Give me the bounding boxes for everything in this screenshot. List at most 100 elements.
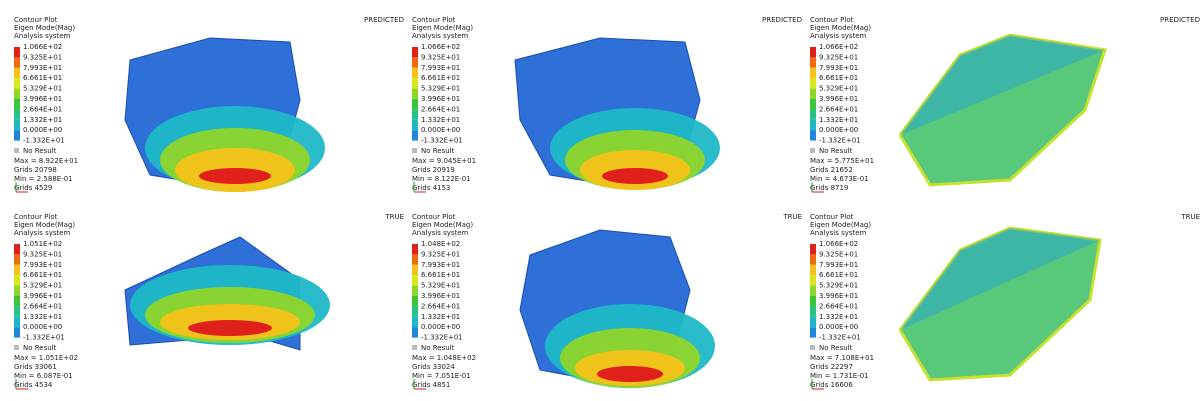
header-text: Analysis system [810, 229, 867, 237]
legend-label: 1.332E+01 [23, 313, 62, 321]
stat-text: Grids 8719 [810, 184, 848, 192]
legend-label: 2.664E+01 [23, 105, 62, 113]
header-text: Contour Plot [412, 16, 456, 24]
legend-swatch [412, 306, 418, 317]
legend-label: 1.332E+01 [23, 116, 62, 124]
legend-swatch [14, 109, 20, 120]
legend-swatch [14, 67, 20, 79]
legend-label: 1.332E+01 [819, 313, 858, 321]
stat-text: Grids 22297 [810, 363, 853, 371]
legend-swatch [810, 275, 816, 286]
view-tag: TRUE [782, 213, 802, 221]
legend-label: 6.661E+01 [421, 271, 460, 279]
legend-label: 9.325E+01 [819, 250, 858, 258]
view-tag: PREDICTED [364, 16, 404, 24]
view-tag: TRUE [1180, 213, 1200, 221]
legend-label: -1.332E+01 [819, 137, 861, 145]
stat-text: Max = 1.048E+02 [412, 354, 476, 362]
legend-label: 9.325E+01 [421, 250, 460, 258]
legend-swatch [14, 244, 20, 255]
legend-label: 2.664E+01 [819, 105, 858, 113]
stat-text: Grids 4534 [14, 381, 53, 389]
legend-swatch [14, 78, 20, 89]
legend-swatch [412, 148, 417, 153]
legend-swatch [810, 264, 816, 276]
header-text: Contour Plot [412, 213, 456, 221]
legend-swatch [412, 99, 418, 110]
legend-label: No Result [23, 344, 57, 352]
header-text: Contour Plot [810, 213, 854, 221]
legend-label: -1.332E+01 [23, 334, 65, 342]
contour-peak [199, 168, 271, 184]
stat-text: Grids 20919 [412, 166, 455, 174]
model-face [900, 35, 1105, 135]
legend-swatch [14, 148, 19, 153]
legend-label: -1.332E+01 [421, 137, 463, 145]
legend-swatch [412, 345, 417, 350]
legend-label: No Result [819, 147, 853, 155]
legend-label: 5.329E+01 [421, 85, 460, 93]
legend-swatch [412, 316, 418, 328]
stat-text: Min = 6.087E-01 [14, 372, 73, 380]
legend-swatch [412, 327, 418, 338]
legend-swatch [810, 57, 816, 68]
stat-text: Min = 4.673E-01 [810, 175, 869, 183]
legend-swatch [14, 88, 20, 99]
stat-text: Min = 8.122E-01 [412, 175, 471, 183]
legend-label: 0.000E+00 [819, 323, 858, 331]
legend-swatch [810, 47, 816, 58]
legend-swatch [810, 285, 816, 296]
legend-label: 7.993E+01 [819, 64, 858, 72]
legend-swatch [412, 254, 418, 265]
stat-text: Grids 33061 [14, 363, 57, 371]
legend-label: No Result [23, 147, 57, 155]
header-text: Analysis system [412, 229, 469, 237]
legend-label: 7.993E+01 [421, 64, 460, 72]
legend-label: 2.664E+01 [421, 302, 460, 310]
legend-label: 7.993E+01 [23, 64, 62, 72]
legend-swatch [810, 345, 815, 350]
legend-label: 5.329E+01 [23, 282, 62, 290]
legend-label: 9.325E+01 [23, 53, 62, 61]
legend-swatch [810, 99, 816, 110]
legend-swatch [14, 57, 20, 68]
legend-swatch [412, 119, 418, 131]
stat-text: Grids 4153 [412, 184, 450, 192]
stat-text: Min = 7.051E-01 [412, 372, 471, 380]
legend-swatch [810, 254, 816, 265]
header-text: Eigen Mode(Mag) [810, 24, 871, 32]
legend-label: 7.993E+01 [819, 261, 858, 269]
legend-swatch [14, 130, 20, 141]
header-text: Eigen Mode(Mag) [14, 24, 75, 32]
legend-swatch [412, 264, 418, 276]
legend-swatch [810, 130, 816, 141]
legend-swatch [412, 296, 418, 307]
header-text: Eigen Mode(Mag) [412, 221, 473, 229]
header-text: Analysis system [810, 32, 867, 40]
legend-label: 9.325E+01 [23, 250, 62, 258]
header-text: Analysis system [412, 32, 469, 40]
contour-peak [188, 320, 272, 336]
stat-text: Max = 5.775E+01 [810, 157, 874, 165]
legend-swatch [14, 285, 20, 296]
legend-label: 2.664E+01 [421, 105, 460, 113]
legend-swatch [412, 47, 418, 58]
legend-label: 7.993E+01 [23, 261, 62, 269]
header-text: Eigen Mode(Mag) [14, 221, 75, 229]
legend-label: No Result [819, 344, 853, 352]
legend-swatch [810, 148, 815, 153]
legend-label: 0.000E+00 [23, 323, 62, 331]
legend-label: -1.332E+01 [23, 137, 65, 145]
model-edge [898, 226, 1102, 382]
legend-label: 3.996E+01 [819, 292, 858, 300]
legend-swatch [810, 109, 816, 120]
legend-label: 1.332E+01 [819, 116, 858, 124]
legend-swatch [810, 244, 816, 255]
legend-label: 5.329E+01 [23, 85, 62, 93]
legend-swatch [412, 285, 418, 296]
legend-label: 7.993E+01 [421, 261, 460, 269]
